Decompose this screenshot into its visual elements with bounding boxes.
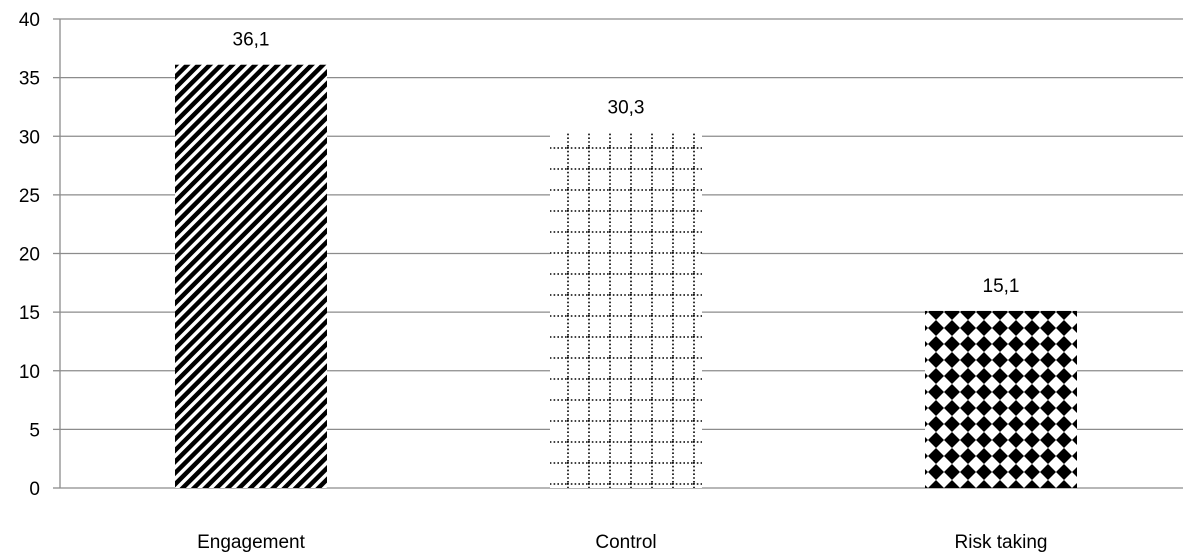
y-tick-label: 35 [19,69,40,90]
x-category-label: Engagement [197,532,305,553]
x-category-label: Control [595,532,656,553]
y-tick-label: 5 [29,420,40,441]
y-tick-label: 0 [29,479,40,500]
data-label: 36,1 [233,30,270,51]
y-tick-label: 30 [19,127,40,148]
y-tick-label: 20 [19,245,40,266]
bar-control [550,132,702,489]
x-category-label: Risk taking [955,532,1048,553]
data-label: 30,3 [608,98,645,119]
y-tick-label: 25 [19,186,40,207]
y-tick-label: 10 [19,362,40,383]
y-tick-label: 40 [19,10,40,31]
bars [175,64,1077,489]
bar-risk-taking [925,310,1077,488]
data-label: 15,1 [983,276,1020,297]
y-tick-label: 15 [19,303,40,324]
labels: 0 5 10 15 20 25 30 35 40 36,1 Engagement 30,3 Contro… [19,10,1048,553]
bar-engagement [175,64,327,488]
